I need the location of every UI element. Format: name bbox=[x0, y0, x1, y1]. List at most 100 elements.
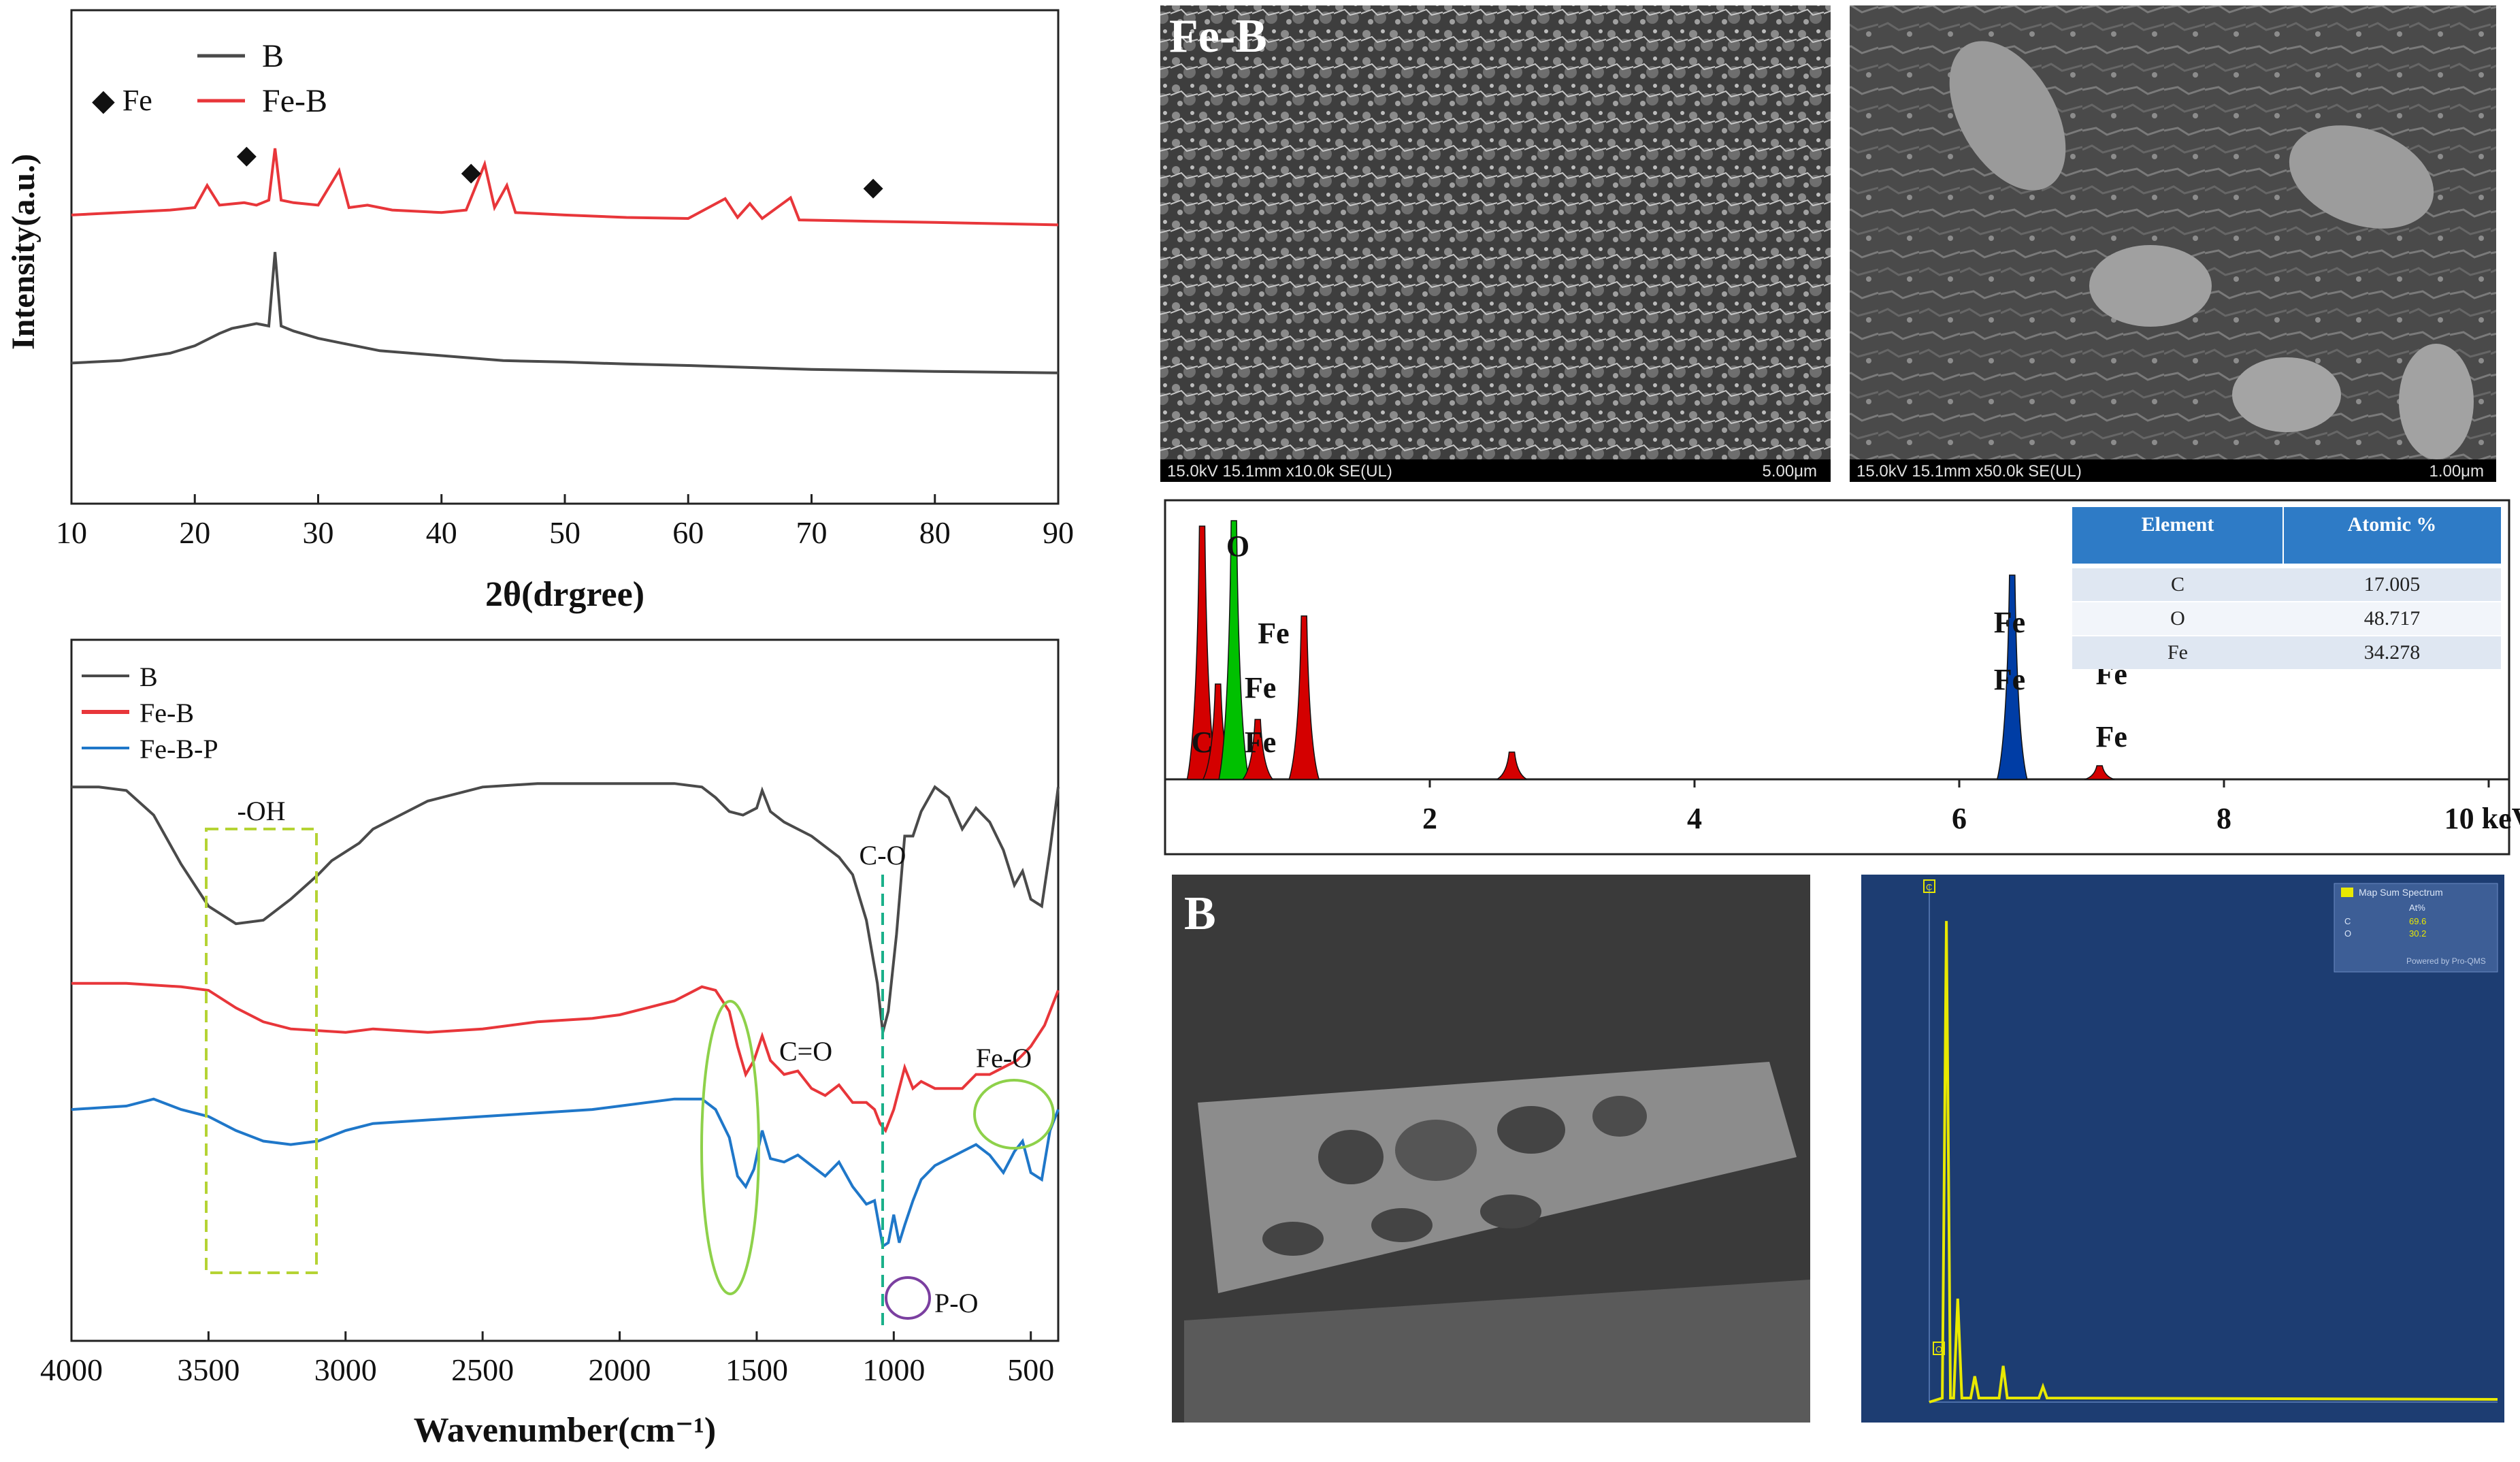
eds-b-marker-c: C bbox=[1926, 882, 1932, 892]
eds-peak bbox=[1996, 574, 2028, 780]
sem-left-image bbox=[1160, 5, 1831, 482]
xrd-plot-frame bbox=[70, 9, 1060, 505]
ftir-series-b bbox=[71, 782, 1060, 1033]
xrd-panel: ◆ ◆ ◆ 10 20 30 40 50 60 70 80 90 2θ(drgree) Intens… bbox=[5, 9, 1074, 614]
sem-right-image bbox=[1850, 5, 2496, 482]
eds-b-legend-col: At% bbox=[2409, 903, 2425, 913]
ftir-x-tick-label: 3500 bbox=[177, 1352, 240, 1387]
ftir-x-tick-label: 4000 bbox=[40, 1352, 103, 1387]
xrd-legend-label-b: B bbox=[262, 38, 284, 74]
eds-peak bbox=[1288, 615, 1320, 780]
xrd-x-tick-label: 60 bbox=[672, 515, 704, 550]
eds-peak bbox=[2084, 765, 2115, 780]
eds-peak bbox=[1496, 751, 1527, 780]
eds-table-cell: 34.278 bbox=[2364, 641, 2421, 664]
xrd-fe-marker: ◆ bbox=[864, 173, 884, 201]
ftir-x-axis-label: Wavenumber(cm⁻¹) bbox=[414, 1411, 717, 1450]
eds-b-legend-val: 30.2 bbox=[2409, 928, 2426, 939]
xrd-x-tick-label: 70 bbox=[796, 515, 828, 550]
ftir-x-tick-label: 3000 bbox=[314, 1352, 377, 1387]
eds-b-legend: Map Sum Spectrum At% C 69.6 O 30.2 Power… bbox=[2334, 883, 2498, 973]
ftir-legend: B Fe-B Fe-B-P bbox=[82, 662, 218, 764]
eds-table: Element Atomic % C 17.005 O 48.717 Fe 34… bbox=[2072, 507, 2501, 669]
eds-peak bbox=[1218, 520, 1250, 780]
eds-table-cell: O bbox=[2170, 607, 2185, 630]
eds-peak-label: Fe bbox=[1258, 617, 1289, 650]
xrd-legend: B Fe-B ◆ Fe bbox=[92, 38, 327, 119]
xrd-series-b bbox=[71, 252, 1059, 374]
p-o-ellipse bbox=[885, 1276, 931, 1320]
eds-b-legend-footer: Powered by Pro-QMS bbox=[2406, 956, 2486, 966]
eds-peak-label: Fe bbox=[1994, 606, 2025, 639]
eds-table-header-element: Element bbox=[2142, 513, 2214, 536]
eds-b-panel: Map Sum Spectrum At% C 69.6 O 30.2 Power… bbox=[1861, 875, 2504, 1423]
ftir-x-tick-label: 2000 bbox=[589, 1352, 651, 1387]
xrd-x-ticks: 10 20 30 40 50 60 70 80 90 bbox=[56, 494, 1074, 550]
fe-o-ellipse bbox=[973, 1079, 1055, 1150]
eds-b-marker-c-box bbox=[1923, 879, 1935, 893]
eds-b-spectrum-line bbox=[1929, 921, 2498, 1403]
sem-b: B bbox=[1172, 875, 1810, 1423]
sem-fe-b-label: Fe-B bbox=[1169, 10, 1267, 63]
xrd-x-tick-label: 40 bbox=[426, 515, 457, 550]
eds-peak-label: Fe bbox=[1994, 663, 2025, 696]
xrd-x-tick-label: 80 bbox=[919, 515, 951, 550]
eds-b-spectrum bbox=[1929, 921, 2498, 1403]
xrd-fe-marker: ◆ bbox=[461, 158, 482, 186]
ftir-panel: 4000 3500 3000 2500 2000 1500 1000 500 Wavenumb… bbox=[40, 638, 1060, 1450]
ftir-legend-label-b: B bbox=[140, 662, 158, 692]
eds-peak-label: Fe bbox=[2095, 720, 2127, 753]
eds-x-tick-label: 4 bbox=[1687, 802, 1702, 835]
ftir-plot-frame bbox=[70, 638, 1060, 1342]
eds-peaks bbox=[1186, 520, 2115, 780]
eds-peak-label: Fe bbox=[1245, 726, 1276, 759]
ftir-legend-label-fe-b: Fe-B bbox=[140, 698, 194, 728]
eds-x-tick-label: 10 keV bbox=[2444, 802, 2520, 835]
eds-peak-label: C bbox=[1192, 726, 1213, 759]
eds-b-legend-title: Map Sum Spectrum bbox=[2359, 887, 2443, 898]
eds-table-cell: 48.717 bbox=[2364, 607, 2421, 630]
c-eq-o-ellipse bbox=[700, 1000, 760, 1295]
sem-left-scale: 5.00μm bbox=[1762, 462, 1817, 481]
eds-x-tick-label: 8 bbox=[2216, 802, 2231, 835]
eds-x-tick-label: 2 bbox=[1422, 802, 1437, 835]
xrd-x-axis-label: 2θ(drgree) bbox=[485, 575, 644, 614]
xrd-plot-area: ◆ ◆ ◆ bbox=[71, 141, 1059, 374]
sem-b-label: B bbox=[1184, 888, 1216, 940]
xrd-legend-label-fe-b: Fe-B bbox=[262, 83, 327, 119]
oh-region-box bbox=[205, 828, 318, 1274]
p-o-annotation: P-O bbox=[934, 1288, 978, 1318]
sem-fe-b-left: 15.0kV 15.1mm x10.0k SE(UL) 5.00μm Fe-B bbox=[1160, 5, 1831, 482]
eds-peak-label: O bbox=[1226, 530, 1249, 563]
xrd-x-tick-label: 90 bbox=[1043, 515, 1074, 550]
fe-o-annotation: Fe-O bbox=[976, 1043, 1032, 1073]
eds-peak bbox=[1241, 719, 1274, 780]
eds-table-cell: Fe bbox=[2167, 641, 2188, 664]
eds-b-marker-o-box bbox=[1933, 1342, 1945, 1355]
eds-peak-label: Fe bbox=[1245, 671, 1276, 704]
xrd-x-tick-label: 30 bbox=[303, 515, 334, 550]
sem-left-info: 15.0kV 15.1mm x10.0k SE(UL) bbox=[1167, 462, 1392, 481]
xrd-x-tick-label: 50 bbox=[549, 515, 580, 550]
ftir-x-tick-label: 1500 bbox=[725, 1352, 788, 1387]
xrd-x-tick-label: 10 bbox=[56, 515, 87, 550]
eds-x-tick-label: 6 bbox=[1952, 802, 1967, 835]
eds-table-cell: C bbox=[2171, 573, 2184, 596]
c-eq-o-annotation: C=O bbox=[779, 1036, 832, 1067]
sem-right-scale: 1.00μm bbox=[2429, 462, 2484, 481]
eds-b-marker-o: O bbox=[1935, 1344, 1942, 1354]
ftir-series-fe-b bbox=[71, 981, 1060, 1133]
xrd-y-axis-label: Intensity(a.u.) bbox=[5, 154, 42, 350]
eds-x-ticks: 2 4 6 8 10 keV bbox=[1422, 779, 2520, 835]
ftir-x-tick-label: 1000 bbox=[862, 1352, 925, 1387]
c-o-annotation: C-O bbox=[860, 840, 906, 871]
sem-right-info-bar bbox=[1850, 459, 2496, 482]
ftir-x-tick-label: 2500 bbox=[451, 1352, 514, 1387]
eds-table-header-atomic: Atomic % bbox=[2348, 513, 2437, 536]
eds-b-legend-el: C bbox=[2344, 916, 2351, 926]
xrd-marker-legend: ◆ Fe bbox=[92, 84, 152, 117]
xrd-fe-marker: ◆ bbox=[237, 141, 257, 169]
sem-right-info: 15.0kV 15.1mm x50.0k SE(UL) bbox=[1856, 462, 2082, 481]
